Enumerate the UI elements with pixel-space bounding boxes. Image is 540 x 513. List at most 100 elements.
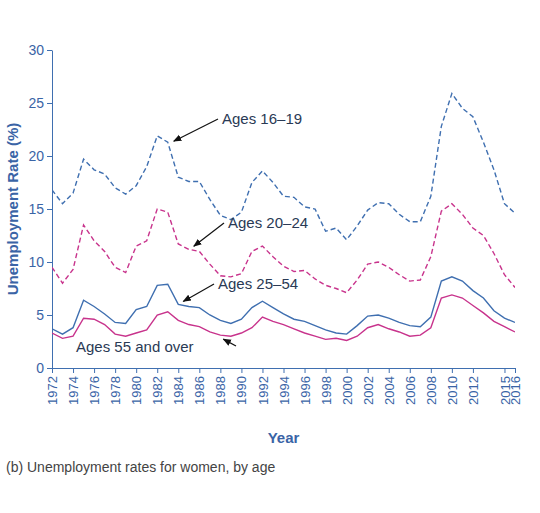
y-tick-mark [47, 262, 52, 263]
y-tick: 20 [28, 148, 52, 164]
y-tick-mark [47, 156, 52, 157]
y-tick: 5 [36, 307, 52, 323]
x-tick-mark [389, 368, 390, 373]
label-arrow [223, 339, 236, 346]
x-tick-mark [368, 368, 369, 373]
x-tick-mark [473, 368, 474, 373]
series-labels: Ages 16–19 Ages 20–24 Ages 25–54 Ages 55 an… [76, 110, 308, 355]
x-tick-label: 2004 [382, 376, 397, 405]
x-tick-mark [410, 368, 411, 373]
x-tick-label: 1972 [45, 376, 60, 405]
series-label: Ages 25–54 [218, 275, 298, 292]
x-tick: 1996 [298, 368, 313, 405]
y-tick-label: 0 [36, 360, 44, 376]
y-tick-label: 20 [28, 148, 44, 164]
x-tick: 1992 [256, 368, 271, 405]
x-tick-mark [241, 368, 242, 373]
x-tick: 1994 [277, 368, 292, 405]
y-tick: 25 [28, 95, 52, 111]
x-tick: 2008 [424, 368, 439, 405]
x-tick: 2016 [508, 368, 523, 405]
series-label: Ages 55 and over [76, 338, 194, 355]
y-tick-mark [47, 315, 52, 316]
x-tick-label: 1996 [298, 376, 313, 405]
x-tick: 1974 [66, 368, 81, 405]
x-tick-mark [199, 368, 200, 373]
x-tick-label: 1988 [213, 376, 228, 405]
y-tick-label: 5 [36, 307, 44, 323]
x-tick-label: 2002 [361, 376, 376, 405]
y-tick: 15 [28, 201, 52, 217]
x-tick-mark [284, 368, 285, 373]
y-axis: 051015202530 [28, 42, 52, 376]
x-tick-label: 1976 [87, 376, 102, 405]
x-tick: 1990 [234, 368, 249, 405]
x-tick-label: 2006 [403, 376, 418, 405]
x-tick-mark [178, 368, 179, 373]
x-tick-label: 2016 [508, 376, 523, 405]
x-tick-label: 1980 [129, 376, 144, 405]
y-tick: 30 [28, 42, 52, 58]
x-tick-label: 1986 [192, 376, 207, 405]
x-tick-mark [94, 368, 95, 373]
series-line [52, 93, 515, 239]
x-tick-mark [347, 368, 348, 373]
y-tick: 0 [36, 360, 52, 376]
y-axis-title: Unemployment Rate (%) [4, 123, 21, 296]
x-tick-label: 2012 [466, 376, 481, 405]
y-tick-label: 15 [28, 201, 44, 217]
x-tick: 2012 [466, 368, 481, 405]
x-tick-label: 2000 [340, 376, 355, 405]
x-tick-label: 1994 [277, 376, 292, 405]
y-tick-mark [47, 368, 52, 369]
x-tick-mark [515, 368, 516, 373]
x-tick-mark [157, 368, 158, 373]
x-tick-label: 1992 [256, 376, 271, 405]
chart: 0510152025301972197419761978198019821984… [0, 0, 540, 513]
x-tick-mark [305, 368, 306, 373]
x-tick-label: 1990 [234, 376, 249, 405]
x-tick-mark [326, 368, 327, 373]
label-arrow [194, 223, 224, 246]
x-tick: 2002 [361, 368, 376, 405]
x-tick-mark [115, 368, 116, 373]
x-tick-label: 1978 [108, 376, 123, 405]
x-tick-label: 1982 [150, 376, 165, 405]
y-tick-mark [47, 103, 52, 104]
series-line [52, 295, 515, 341]
x-tick-label: 2010 [445, 376, 460, 405]
x-tick: 1976 [87, 368, 102, 405]
x-tick-mark [136, 368, 137, 373]
chart-title: (b) Unemployment rates for women, by age [6, 459, 275, 475]
x-tick: 1978 [108, 368, 123, 405]
x-tick: 2004 [382, 368, 397, 405]
label-arrow [174, 119, 218, 141]
x-axis-title: Year [268, 429, 300, 446]
x-tick-mark [452, 368, 453, 373]
y-tick-label: 30 [28, 42, 44, 58]
x-tick: 1988 [213, 368, 228, 405]
x-tick-label: 2008 [424, 376, 439, 405]
x-tick: 2010 [445, 368, 460, 405]
x-tick-mark [431, 368, 432, 373]
x-tick: 1980 [129, 368, 144, 405]
x-tick-label: 1998 [319, 376, 334, 405]
x-tick-mark [504, 368, 505, 373]
x-tick: 2000 [340, 368, 355, 405]
x-axis: 1972 1974 1976 1978 1980 1982 1984 1986 1988 1990… [45, 368, 523, 405]
x-tick-mark [52, 368, 53, 373]
x-tick: 1972 [45, 368, 60, 405]
x-tick: 1986 [192, 368, 207, 405]
x-tick-mark [262, 368, 263, 373]
y-tick-mark [47, 50, 52, 51]
x-tick: 1984 [171, 368, 186, 405]
x-tick-mark [220, 368, 221, 373]
x-tick-label: 1974 [66, 376, 81, 405]
series-label: Ages 16–19 [222, 110, 302, 127]
series-label: Ages 20–24 [228, 214, 308, 231]
label-arrow [183, 284, 214, 301]
plot-area [52, 93, 515, 340]
x-tick: 1998 [319, 368, 334, 405]
x-tick-mark [73, 368, 74, 373]
y-tick-label: 25 [28, 95, 44, 111]
